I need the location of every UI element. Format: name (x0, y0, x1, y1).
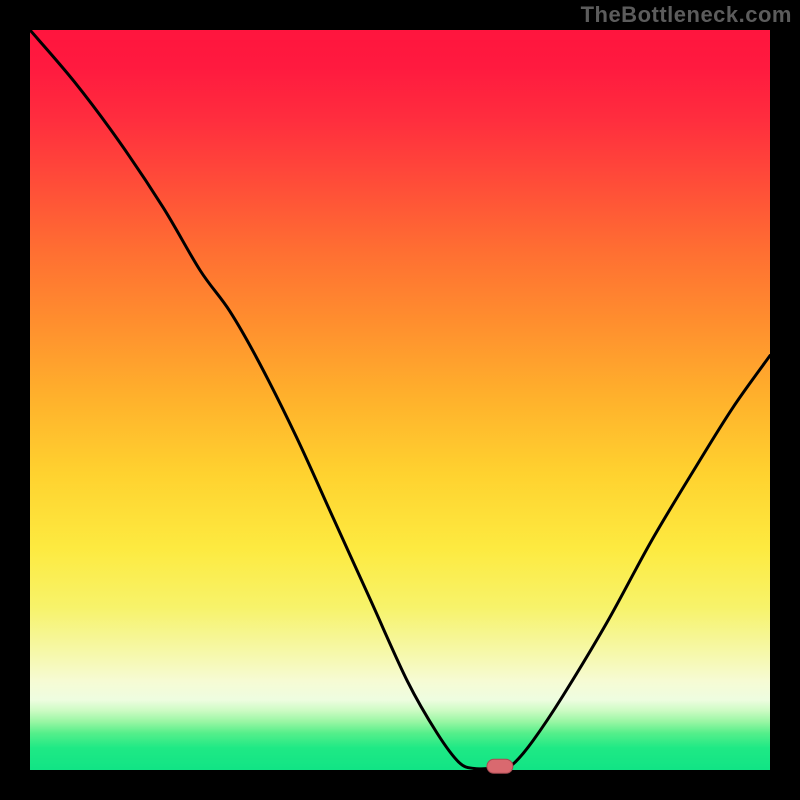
optimal-marker (487, 759, 513, 773)
gradient-background (30, 30, 770, 770)
chart-frame: TheBottleneck.com (0, 0, 800, 800)
bottleneck-chart (0, 0, 800, 800)
